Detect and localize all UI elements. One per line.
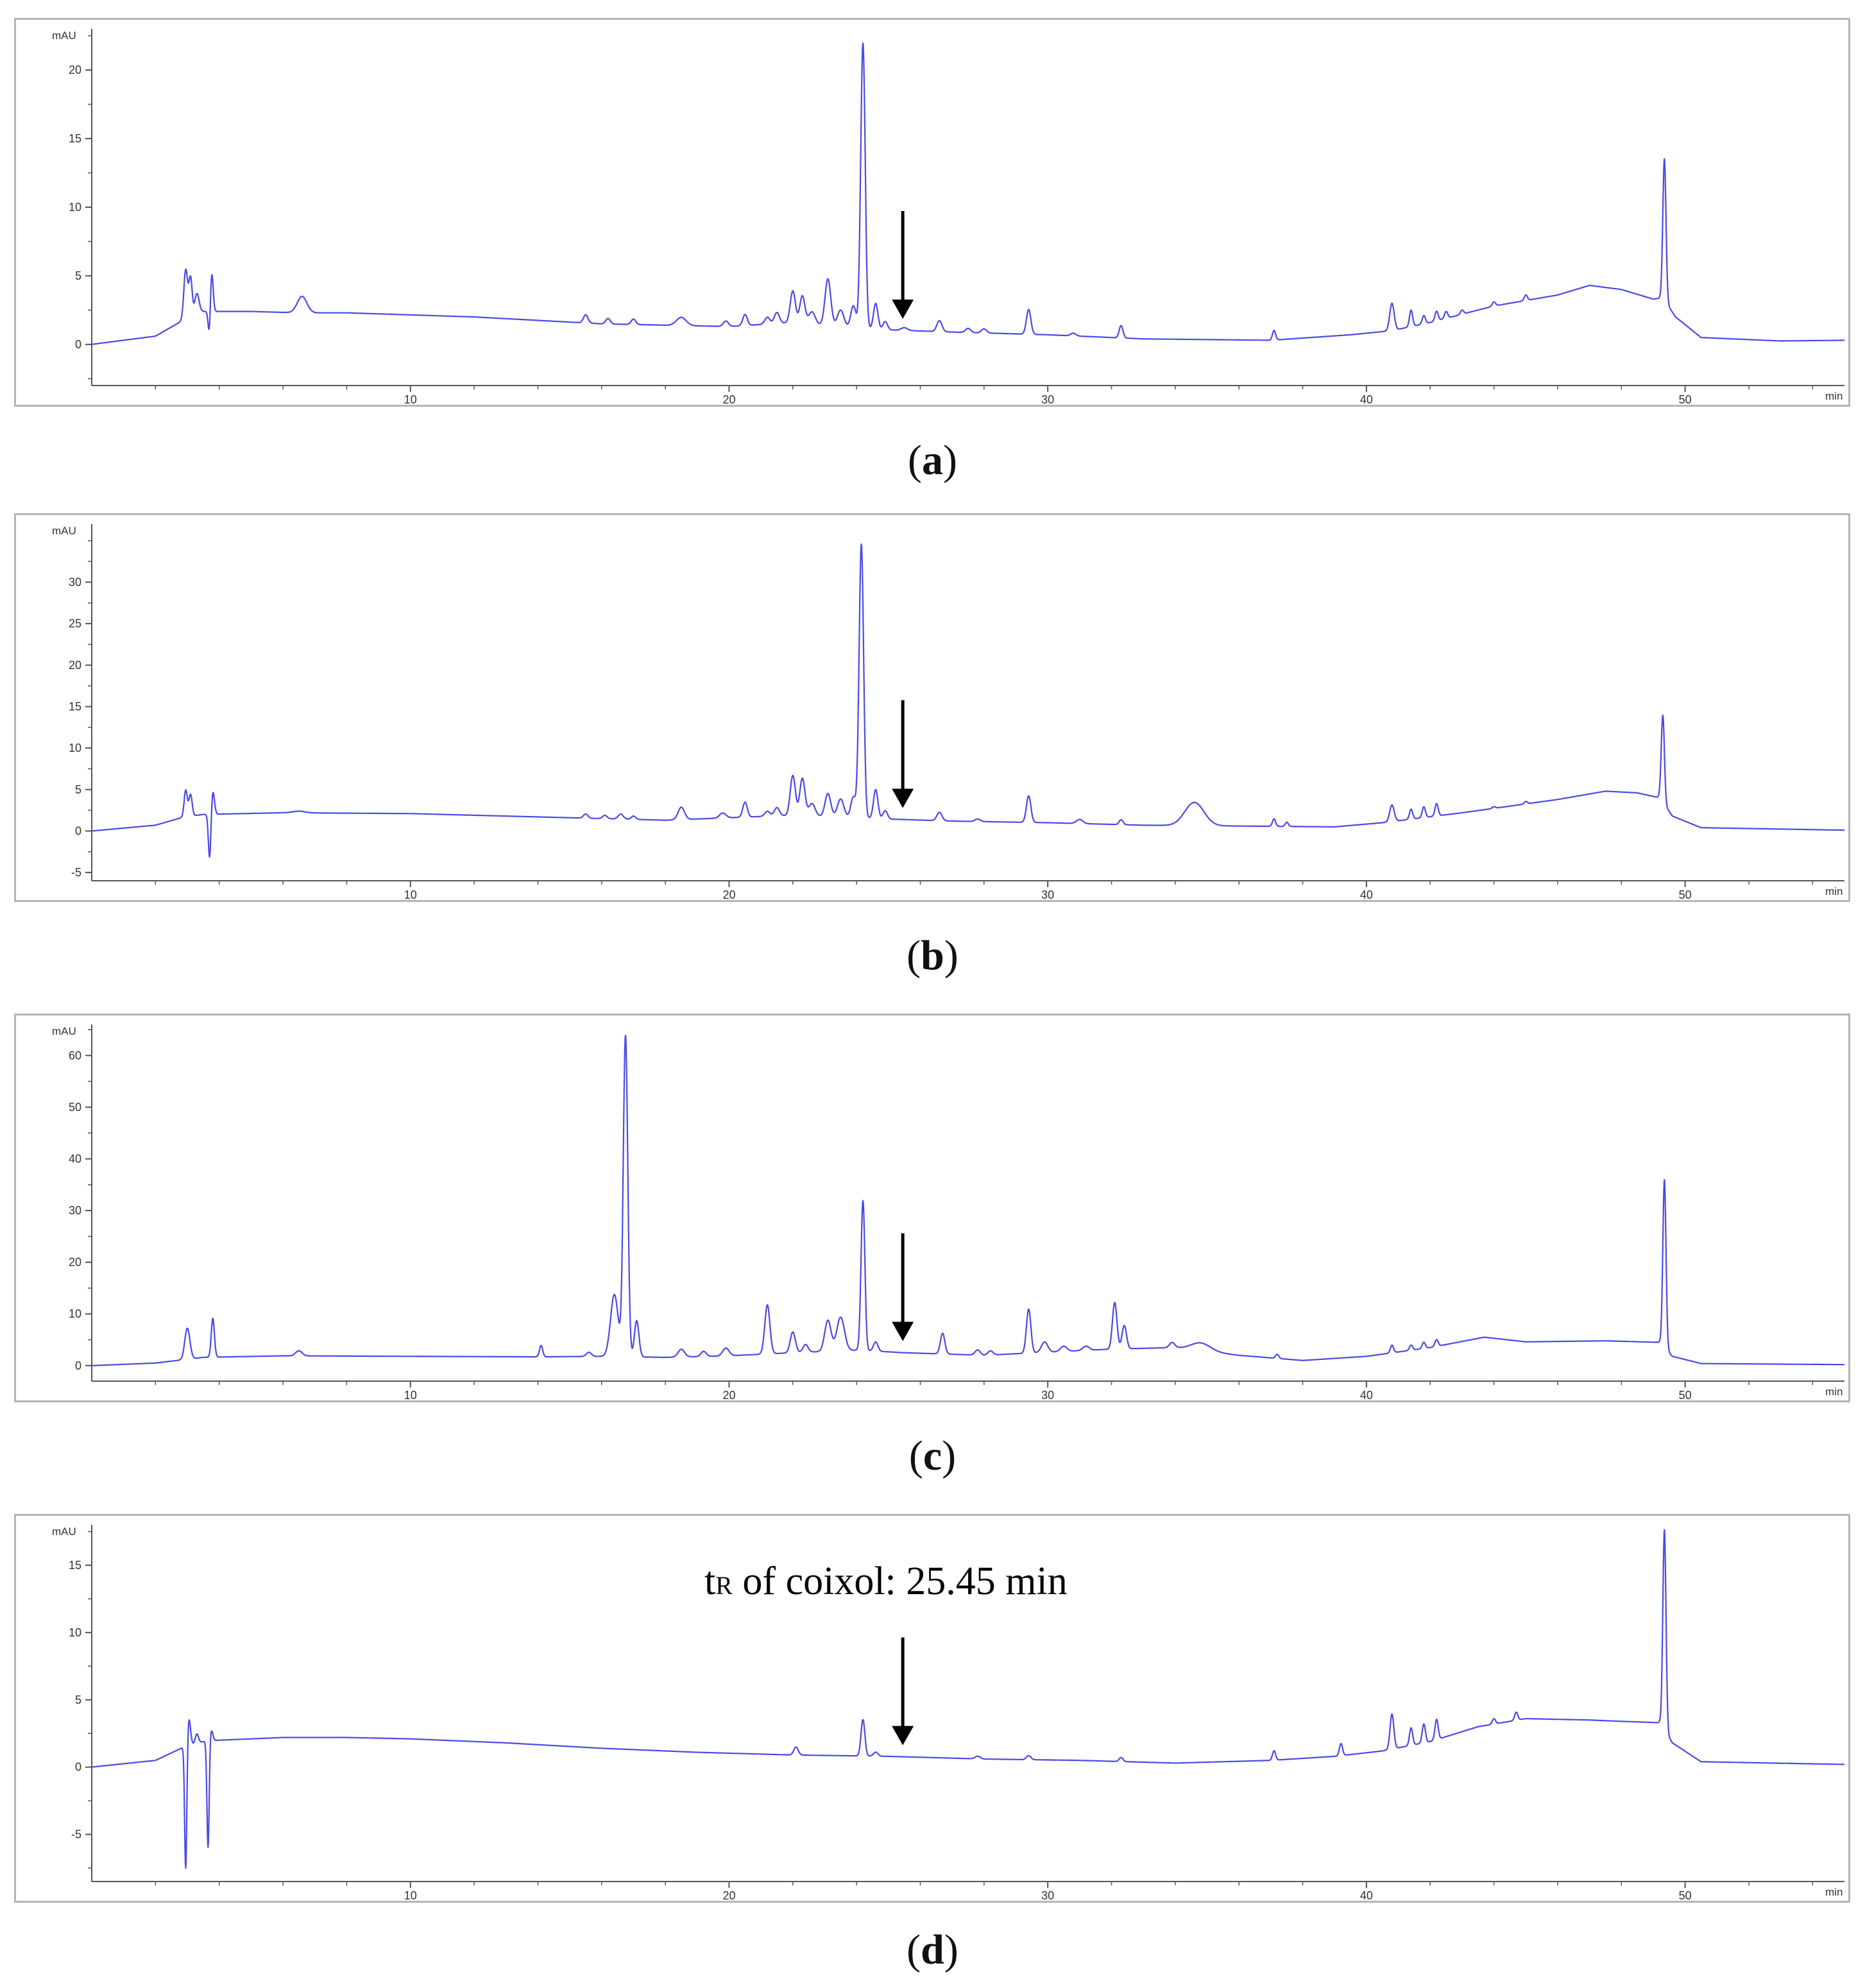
chromatogram-trace-a <box>91 42 1845 345</box>
y-tick-label-c: 30 <box>69 1204 81 1217</box>
x-tick-label-d: 10 <box>404 1889 417 1901</box>
caption-d: (d) <box>907 1926 958 1973</box>
y-tick-label-c: 20 <box>69 1256 81 1269</box>
x-tick-label-c: 10 <box>404 1389 417 1400</box>
caption-a: (a) <box>908 437 957 484</box>
chromatogram-trace-d <box>91 1529 1845 1869</box>
y-tick-label-d: 10 <box>69 1626 81 1639</box>
chromatogram-panel-c: mAU min 0 10 20 30 40 50 60 10 20 30 40 50 <box>14 1014 1850 1402</box>
x-tick-label-b: 10 <box>404 888 417 900</box>
y-unit-label-c: mAU <box>52 1025 76 1037</box>
caption-c: (c) <box>908 1432 957 1479</box>
y-tick-label-a: 15 <box>69 132 81 145</box>
chromatogram-c-svg: mAU min 0 10 20 30 40 50 60 10 20 30 40 50 <box>52 1024 1845 1400</box>
y-tick-label-d: 5 <box>75 1694 81 1706</box>
x-unit-label-a: min <box>1825 390 1843 402</box>
y-tick-label-d: 0 <box>75 1761 81 1774</box>
y-tick-label-c: 50 <box>69 1101 81 1114</box>
y-tick-label-a: 5 <box>75 269 81 282</box>
caption-b: (b) <box>907 932 958 979</box>
y-tick-label-b: 30 <box>69 576 81 589</box>
y-tick-label-c: 60 <box>69 1049 81 1062</box>
x-tick-label-c: 40 <box>1360 1389 1373 1400</box>
x-unit-label-c: min <box>1825 1386 1843 1398</box>
x-tick-label-a: 40 <box>1360 393 1373 405</box>
retention-arrow-head-d <box>892 1726 914 1746</box>
y-tick-label-b: 25 <box>69 617 81 630</box>
x-tick-label-d: 40 <box>1360 1889 1373 1901</box>
x-unit-label-d: min <box>1825 1886 1843 1898</box>
x-tick-label-c: 50 <box>1679 1389 1692 1400</box>
y-tick-label-b: -5 <box>71 866 81 879</box>
retention-arrow-head-b <box>892 788 914 808</box>
x-tick-label-b: 30 <box>1041 888 1054 900</box>
x-tick-label-b: 40 <box>1360 888 1373 900</box>
chromatogram-panel-d: mAU min -5 0 5 10 15 10 20 30 40 50 <box>14 1514 1850 1903</box>
x-tick-label-a: 10 <box>404 393 417 405</box>
annotation-text: of coixol: 25.45 min <box>732 1559 1068 1603</box>
y-tick-label-b: 10 <box>69 742 81 754</box>
x-tick-label-c: 20 <box>722 1389 735 1400</box>
y-unit-label-b: mAU <box>52 525 76 537</box>
annotation-prefix: t <box>704 1559 716 1603</box>
y-tick-label-a: 10 <box>69 201 81 214</box>
chromatogram-a-svg: mAU min 0 5 10 15 20 10 20 30 40 50 <box>52 29 1845 405</box>
chromatogram-trace-c <box>91 1034 1845 1366</box>
x-tick-label-c: 30 <box>1041 1389 1054 1400</box>
y-tick-label-d: -5 <box>71 1828 81 1841</box>
chromatogram-trace-b <box>91 543 1845 858</box>
y-tick-label-d: 15 <box>69 1559 81 1572</box>
x-tick-label-b: 20 <box>722 888 735 900</box>
retention-arrow-head-a <box>892 299 914 319</box>
x-tick-label-d: 50 <box>1679 1889 1692 1901</box>
y-tick-label-c: 40 <box>69 1153 81 1166</box>
x-tick-label-b: 50 <box>1679 888 1692 900</box>
chromatogram-panel-a: mAU min 0 5 10 15 20 10 20 30 40 50 <box>14 18 1850 407</box>
annotation-subscript: R <box>715 1571 733 1600</box>
x-unit-label-b: min <box>1825 885 1843 897</box>
y-unit-label-a: mAU <box>52 30 76 42</box>
retention-arrow-head-c <box>892 1321 914 1341</box>
x-tick-label-a: 30 <box>1041 393 1054 405</box>
y-tick-label-b: 15 <box>69 700 81 713</box>
y-tick-label-c: 10 <box>69 1307 81 1320</box>
x-tick-label-a: 20 <box>722 393 735 405</box>
y-tick-label-c: 0 <box>75 1359 81 1372</box>
y-tick-label-b: 20 <box>69 659 81 672</box>
x-tick-label-d: 30 <box>1041 1889 1054 1901</box>
x-tick-label-d: 20 <box>722 1889 735 1901</box>
coixol-retention-annotation: tR of coixol: 25.45 min <box>704 1559 1068 1604</box>
chromatogram-b-svg: mAU min -5 0 5 10 15 20 25 30 10 20 30 40 50 <box>52 524 1845 900</box>
chromatogram-panel-b: mAU min -5 0 5 10 15 20 25 30 10 20 30 40 50 <box>14 513 1850 902</box>
y-tick-label-b: 0 <box>75 824 81 837</box>
chromatogram-d-svg: mAU min -5 0 5 10 15 10 20 30 40 50 <box>52 1525 1845 1901</box>
x-tick-label-a: 50 <box>1679 393 1692 405</box>
y-tick-label-a: 20 <box>69 64 81 76</box>
y-tick-label-a: 0 <box>75 338 81 351</box>
y-unit-label-d: mAU <box>52 1525 76 1538</box>
y-tick-label-b: 5 <box>75 783 81 796</box>
